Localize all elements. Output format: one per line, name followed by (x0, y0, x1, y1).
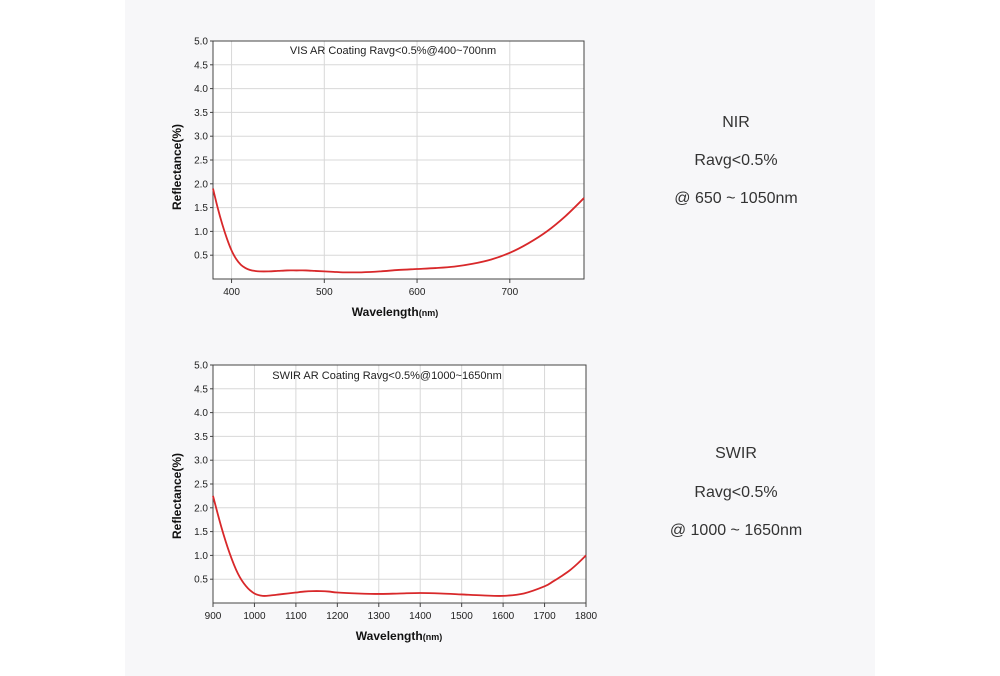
swir-chart-title: SWIR AR Coating Ravg<0.5%@1000~1650nm (272, 370, 501, 382)
vis-x-tick-label: 400 (223, 287, 240, 298)
vis-chart-title: VIS AR Coating Ravg<0.5%@400~700nm (290, 45, 496, 57)
swir-x-tick-label: 1200 (326, 611, 349, 622)
vis-x-axis-label: Wavelength (352, 305, 419, 319)
vis-y-tick-label: 2.0 (194, 179, 208, 190)
vis-x-axis-unit: (nm) (419, 308, 439, 318)
vis-y-axis-title: Reflectance(%) (170, 124, 184, 210)
swir-range: @ 1000 ~ 1650nm (669, 522, 803, 539)
vis-y-tick-label: 2.5 (194, 156, 208, 167)
swir-y-axis-title: Reflectance(%) (170, 453, 184, 539)
vis-x-tick-label: 500 (316, 287, 333, 298)
vis-x-tick-label: 600 (409, 287, 426, 298)
swir-reflectance-line (212, 495, 587, 597)
swir-y-tick-label: 0.5 (194, 575, 208, 586)
vis-y-tick-label: 5.0 (194, 37, 208, 48)
swir-x-tick-label: 1800 (575, 611, 598, 622)
swir-y-tick-label: 4.5 (194, 384, 208, 395)
nir-label: NIR (722, 114, 750, 131)
swir-y-tick-label: 1.0 (194, 551, 208, 562)
vis-chart-plot-area: 400 500 600 700 0.5 1.0 1.5 2.0 2.5 3.0 3.5 4.0 4.5 5… (194, 37, 585, 298)
swir-y-tick-label: 5.0 (194, 361, 208, 372)
vis-x-axis-title: Wavelength(nm) (352, 305, 438, 319)
swir-y-tick-label: 1.5 (194, 527, 208, 538)
vis-y-tick-label: 1.0 (194, 227, 208, 238)
swir-x-tick-label: 900 (205, 611, 222, 622)
swir-x-axis-label: Wavelength (356, 629, 423, 643)
swir-x-tick-label: 1100 (285, 611, 307, 622)
swir-y-tick-label: 3.0 (194, 456, 208, 467)
swir-label: SWIR (715, 445, 757, 462)
swir-x-tick-label: 1500 (451, 611, 474, 622)
nir-range: @ 650 ~ 1050nm (674, 190, 798, 207)
vis-y-tick-label: 3.5 (194, 108, 208, 119)
swir-x-axis-unit: (nm) (423, 632, 443, 642)
nir-ravg: Ravg<0.5% (694, 152, 778, 169)
swir-y-tick-label: 2.5 (194, 480, 208, 491)
vis-y-tick-label: 0.5 (194, 251, 208, 262)
content-panel: 400 500 600 700 0.5 1.0 1.5 2.0 2.5 3.0 3.5 4.0 4.5 5… (125, 0, 875, 676)
vis-x-tick-label: 700 (501, 287, 518, 298)
swir-x-tick-label: 1700 (533, 611, 556, 622)
swir-x-tick-label: 1400 (409, 611, 432, 622)
vis-y-tick-label: 4.5 (194, 60, 208, 71)
vis-y-tick-label: 1.5 (194, 203, 208, 214)
swir-y-tick-label: 4.0 (194, 408, 208, 419)
swir-y-tick-label: 3.5 (194, 432, 208, 443)
vis-y-tick-label: 4.0 (194, 84, 208, 95)
swir-x-tick-label: 1300 (368, 611, 391, 622)
swir-x-tick-label: 1600 (492, 611, 515, 622)
swir-x-axis-title: Wavelength(nm) (356, 629, 442, 643)
swir-reflectance-chart: 900 1000 1100 1200 1300 1400 1500 1600 1700 1800 0… (170, 361, 598, 644)
swir-chart-plot-area: 900 1000 1100 1200 1300 1400 1500 1600 1700 1800 0… (194, 361, 597, 623)
swir-y-tick-label: 2.0 (194, 503, 208, 514)
vis-reflectance-chart: 400 500 600 700 0.5 1.0 1.5 2.0 2.5 3.0 3.5 4.0 4.5 5… (170, 37, 585, 319)
swir-ravg: Ravg<0.5% (694, 484, 778, 501)
vis-reflectance-line (212, 188, 585, 274)
swir-x-tick-label: 1000 (243, 611, 266, 622)
vis-y-tick-label: 3.0 (194, 132, 208, 143)
